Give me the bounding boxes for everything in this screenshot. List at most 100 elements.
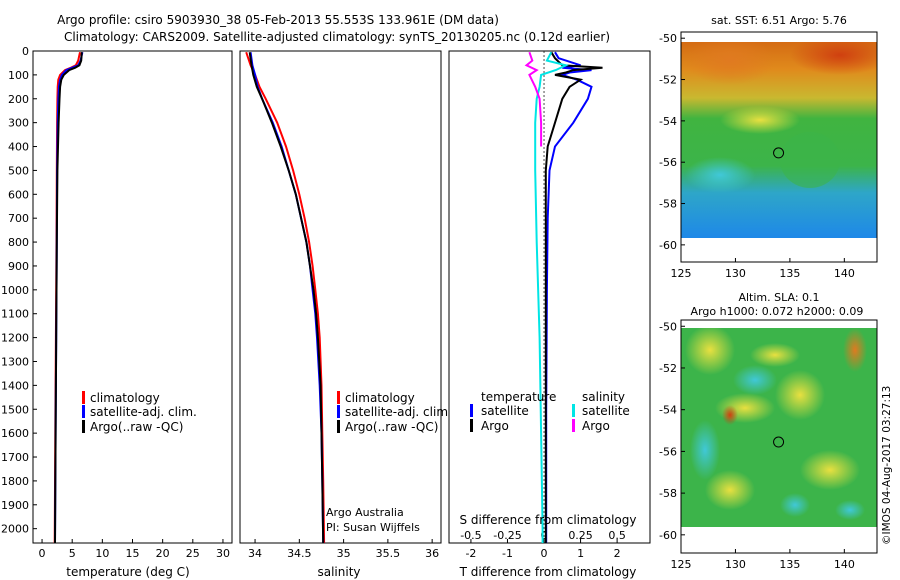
legend-argo-swatch <box>82 420 85 433</box>
sla-lon-label-0: 125 <box>671 558 692 571</box>
s-diff-x-tick-label-3: 0.25 <box>568 529 593 542</box>
sst-map-axes: 125 130 135 140 -50 -52 -54 -56 -58 -60 <box>659 32 855 280</box>
sla-map-title: Altim. SLA: 0.1 <box>738 291 819 304</box>
salinity-x-tick-label-4: 36 <box>425 547 439 560</box>
legend-argo-swatch-2 <box>337 420 340 433</box>
legend-s-satellite: satellite <box>582 404 630 418</box>
sst-lat-label-2: -54 <box>659 115 677 128</box>
sst-lon-label-2: 135 <box>779 267 800 280</box>
legend-climatology-swatch <box>82 391 85 404</box>
sla-cyan-2 <box>690 420 720 480</box>
salinity-xlabel: salinity <box>317 565 360 579</box>
sst-lon-label-3: 140 <box>834 267 855 280</box>
s-difference-x-axis: -0.5 -0.25 0 0.25 0.5 <box>460 529 626 542</box>
t-diff-x-tick-label-0: -2 <box>465 547 476 560</box>
pressure-tick-label-16: 1600 <box>1 427 29 440</box>
salinity-profiles <box>245 51 326 544</box>
pressure-tick-label-9: 900 <box>8 260 29 273</box>
pressure-tick-label-2: 200 <box>8 93 29 106</box>
temperature-profiles <box>53 51 84 544</box>
pressure-tick-label-13: 1300 <box>1 355 29 368</box>
t-diff-x-tick-label-4: 2 <box>614 547 621 560</box>
series-p3-lines-2 <box>534 51 569 543</box>
pressure-tick-label-15: 1500 <box>1 403 29 416</box>
sla-map-axes: 125 130 135 140 -50 -52 -54 -56 -58 -60 <box>659 320 855 571</box>
sla-yellow-5 <box>800 450 860 490</box>
temperature-legend: climatology satellite-adj. clim. Argo(..… <box>82 391 197 434</box>
sst-map-panel: sat. SST: 6.51 Argo: 5.76 125 130 135 140 -5… <box>659 14 878 280</box>
sst-lat-label-1: -52 <box>659 74 677 87</box>
pressure-tick-label-1: 100 <box>8 69 29 82</box>
temperature-x-tick-label-5: 25 <box>186 547 200 560</box>
t-diff-x-tick-label-2: 0 <box>541 547 548 560</box>
salinity-x-tick-label-2: 35 <box>337 547 351 560</box>
t-diff-x-tick-label-1: -1 <box>502 547 513 560</box>
s-diff-x-tick-label-0: -0.5 <box>460 529 481 542</box>
sla-lat-label-3: -56 <box>659 445 677 458</box>
pressure-tick-label-14: 1400 <box>1 379 29 392</box>
temperature-axes-box <box>32 50 233 544</box>
pressure-tick-label-10: 1000 <box>1 284 29 297</box>
pressure-tick-label-8: 800 <box>8 236 29 249</box>
sla-red-1 <box>722 405 738 425</box>
s-diff-x-tick-label-2: 0 <box>541 529 548 542</box>
sla-orange-1 <box>843 328 867 372</box>
series-p3-lines-3 <box>524 51 543 147</box>
temperature-x-axis: 0 5 10 15 20 25 30 <box>39 539 230 560</box>
sst-map-frame <box>680 31 878 263</box>
pressure-tick-label-17: 1700 <box>1 451 29 464</box>
series-p3-lines-1 <box>544 51 603 543</box>
legend-t-argo-swatch <box>470 419 473 432</box>
sst-green-patch <box>780 132 840 188</box>
pressure-axis: 0 100 200 300 400 500 600 700 800 900 1000 1100 1200… <box>1 45 37 536</box>
sla-lon-label-3: 140 <box>834 558 855 571</box>
sst-lat-label-4: -58 <box>659 198 677 211</box>
pressure-tick-label-6: 600 <box>8 188 29 201</box>
sst-lat-label-3: -56 <box>659 156 677 169</box>
sla-map-frame <box>680 319 878 554</box>
title-line2: Climatology: CARS2009. Satellite-adjuste… <box>64 30 610 44</box>
difference-panel: -2 -1 0 1 2 -0.5 -0.25 0 0.25 0.5 S difference f… <box>448 50 651 579</box>
sla-lon-label-2: 135 <box>779 558 800 571</box>
sla-lat-label-5: -60 <box>659 529 677 542</box>
s-diff-x-tick-label-1: -0.25 <box>493 529 521 542</box>
temperature-panel: 0100200300400500600700800900100011001200… <box>1 45 233 579</box>
temperature-xlabel: temperature (deg C) <box>66 565 189 579</box>
salinity-axes-box <box>239 50 442 544</box>
salinity-x-tick-label-3: 35.5 <box>376 547 401 560</box>
sla-lat-label-0: -50 <box>659 320 677 333</box>
legend-t-satellite-swatch <box>470 404 473 417</box>
temperature-x-tick-label-6: 30 <box>216 547 230 560</box>
legend-climatology: climatology <box>90 391 160 405</box>
salinity-panel: 34 34.5 35 35.5 36 salinity climatology sate… <box>239 50 452 579</box>
sla-lon-label-1: 130 <box>725 558 746 571</box>
temperature-x-tick-label-2: 10 <box>95 547 109 560</box>
sla-yellow-1 <box>685 328 735 375</box>
s-diff-x-tick-label-4: 0.5 <box>608 529 626 542</box>
sla-lat-label-1: -52 <box>659 362 677 375</box>
salinity-x-tick-label-1: 34.5 <box>287 547 312 560</box>
title-line1: Argo profile: csiro 5903930_38 05-Feb-20… <box>57 13 499 27</box>
legend-argo-2: Argo(..raw -QC) <box>345 420 438 434</box>
series-p1-lines-2 <box>54 52 83 544</box>
sla-yellow-4 <box>775 370 825 420</box>
sst-lat-label-5: -60 <box>659 239 677 252</box>
salinity-x-axis: 34 34.5 35 35.5 36 <box>248 539 439 560</box>
pressure-tick-label-12: 1200 <box>1 332 29 345</box>
sla-lat-label-4: -58 <box>659 487 677 500</box>
salinity-legend: climatology satellite-adj. clim. Argo(..… <box>337 391 452 434</box>
pressure-tick-label-5: 500 <box>8 164 29 177</box>
temperature-x-tick-label-3: 15 <box>126 547 140 560</box>
difference-profiles <box>524 51 603 543</box>
pressure-tick-label-7: 700 <box>8 212 29 225</box>
sst-field <box>681 42 877 238</box>
legend-satellite-swatch-2 <box>337 405 340 418</box>
credit-line1: Argo Australia <box>326 506 404 519</box>
legend-satellite-2: satellite-adj. clim. <box>345 405 452 419</box>
difference-legend: temperature salinity satellite Argo sate… <box>470 390 630 433</box>
legend-argo: Argo(..raw -QC) <box>90 420 183 434</box>
sla-map-subtitle: Argo h1000: 0.072 h2000: 0.09 <box>691 305 864 318</box>
pressure-tick-label-18: 1800 <box>1 475 29 488</box>
pressure-tick-label-19: 1900 <box>1 499 29 512</box>
